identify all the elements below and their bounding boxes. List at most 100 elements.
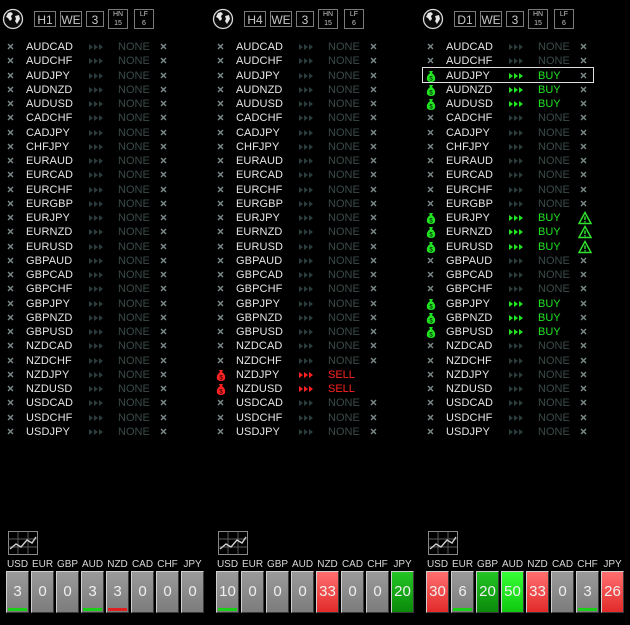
close-icon[interactable] [5,126,17,140]
close-icon[interactable] [215,297,227,311]
close-icon[interactable] [158,282,172,296]
timeframe-button[interactable]: D1 [454,11,476,27]
pair-row[interactable]: USDJPY NONE [420,425,629,439]
close-icon[interactable] [5,282,17,296]
strength-meter[interactable]: 3 [106,571,129,613]
strength-meter[interactable]: 0 [366,571,389,613]
close-icon[interactable] [158,225,172,239]
close-icon[interactable] [578,40,592,54]
close-icon[interactable] [368,297,382,311]
chart-icon[interactable] [8,531,38,555]
close-icon[interactable] [5,339,17,353]
pair-row[interactable]: EURUSD NONE [210,240,419,254]
close-icon[interactable] [368,325,382,339]
pair-row[interactable]: EURNZD NONE [210,225,419,239]
close-icon[interactable] [425,396,437,410]
close-icon[interactable] [215,40,227,54]
close-icon[interactable] [578,354,592,368]
close-icon[interactable] [368,225,382,239]
close-icon[interactable] [158,69,172,83]
lf-button[interactable]: LF 6 [554,9,574,29]
we-button[interactable]: WE [270,11,292,27]
close-icon[interactable] [5,168,17,182]
pair-row[interactable]: EURGBP NONE [0,197,209,211]
close-icon[interactable] [215,240,227,254]
pair-row[interactable]: AUDNZD NONE [210,83,419,97]
lf-button[interactable]: LF 6 [344,9,364,29]
close-icon[interactable] [425,425,437,439]
pair-row[interactable]: EURNZD NONE [0,225,209,239]
pair-row[interactable]: CADCHF NONE [210,111,419,125]
close-icon[interactable] [425,40,437,54]
close-icon[interactable] [5,382,17,396]
close-icon[interactable] [5,425,17,439]
pair-row[interactable]: EURCHF NONE [210,183,419,197]
close-icon[interactable] [578,368,592,382]
hn-button[interactable]: HN 15 [108,9,128,29]
close-icon[interactable] [215,111,227,125]
pair-row[interactable]: CADJPY NONE [420,126,629,140]
close-icon[interactable] [5,197,17,211]
close-icon[interactable] [158,54,172,68]
close-icon[interactable] [578,325,592,339]
pair-row[interactable]: EURAUD NONE [0,154,209,168]
close-icon[interactable] [578,154,592,168]
strength-meter[interactable]: 6 [451,571,474,613]
pair-row[interactable]: NZDCAD NONE [420,339,629,353]
close-icon[interactable] [158,425,172,439]
close-icon[interactable] [215,411,227,425]
strength-meter[interactable]: 0 [56,571,79,613]
close-icon[interactable] [578,425,592,439]
close-icon[interactable] [158,339,172,353]
pair-row[interactable]: USDCHF NONE [420,411,629,425]
close-icon[interactable] [5,354,17,368]
close-icon[interactable] [158,83,172,97]
strength-meter[interactable]: 0 [181,571,204,613]
pair-row[interactable]: $ AUDUSD BUY [420,97,629,111]
close-icon[interactable] [578,339,592,353]
close-icon[interactable] [578,297,592,311]
close-icon[interactable] [158,297,172,311]
close-icon[interactable] [215,197,227,211]
strength-meter[interactable]: 0 [341,571,364,613]
close-icon[interactable] [158,197,172,211]
close-icon[interactable] [425,111,437,125]
strength-meter[interactable]: 20 [391,571,414,613]
close-icon[interactable] [578,382,592,396]
pair-row[interactable]: GBPAUD NONE [420,254,629,268]
globe-icon[interactable] [422,8,444,30]
close-icon[interactable] [5,183,17,197]
close-icon[interactable] [368,211,382,225]
count-button[interactable]: 3 [506,11,524,27]
close-icon[interactable] [578,254,592,268]
close-icon[interactable] [368,425,382,439]
pair-row[interactable]: $ EURJPY BUY [420,210,629,225]
close-icon[interactable] [215,425,227,439]
close-icon[interactable] [215,354,227,368]
close-icon[interactable] [578,282,592,296]
pair-row[interactable]: CHFJPY NONE [210,140,419,154]
pair-row[interactable]: GBPUSD NONE [210,325,419,339]
pair-row[interactable]: GBPJPY NONE [210,297,419,311]
pair-row[interactable]: $ NZDJPY SELL [210,368,419,382]
close-icon[interactable] [158,140,172,154]
close-icon[interactable] [578,183,592,197]
count-button[interactable]: 3 [296,11,314,27]
close-icon[interactable] [425,126,437,140]
close-icon[interactable] [425,154,437,168]
close-icon[interactable] [368,411,382,425]
pair-row[interactable]: NZDCHF NONE [420,354,629,368]
pair-row[interactable]: EURUSD NONE [0,240,209,254]
close-icon[interactable] [368,183,382,197]
close-icon[interactable] [368,354,382,368]
pair-row[interactable]: CADJPY NONE [0,126,209,140]
pair-row[interactable]: GBPNZD NONE [0,311,209,325]
pair-row[interactable]: GBPAUD NONE [0,254,209,268]
pair-row[interactable]: NZDJPY NONE [0,368,209,382]
pair-row[interactable]: NZDCAD NONE [0,339,209,353]
strength-meter[interactable]: 0 [291,571,314,613]
close-icon[interactable] [5,268,17,282]
pair-row[interactable]: USDCHF NONE [210,411,419,425]
close-icon[interactable] [158,354,172,368]
globe-icon[interactable] [2,8,24,30]
